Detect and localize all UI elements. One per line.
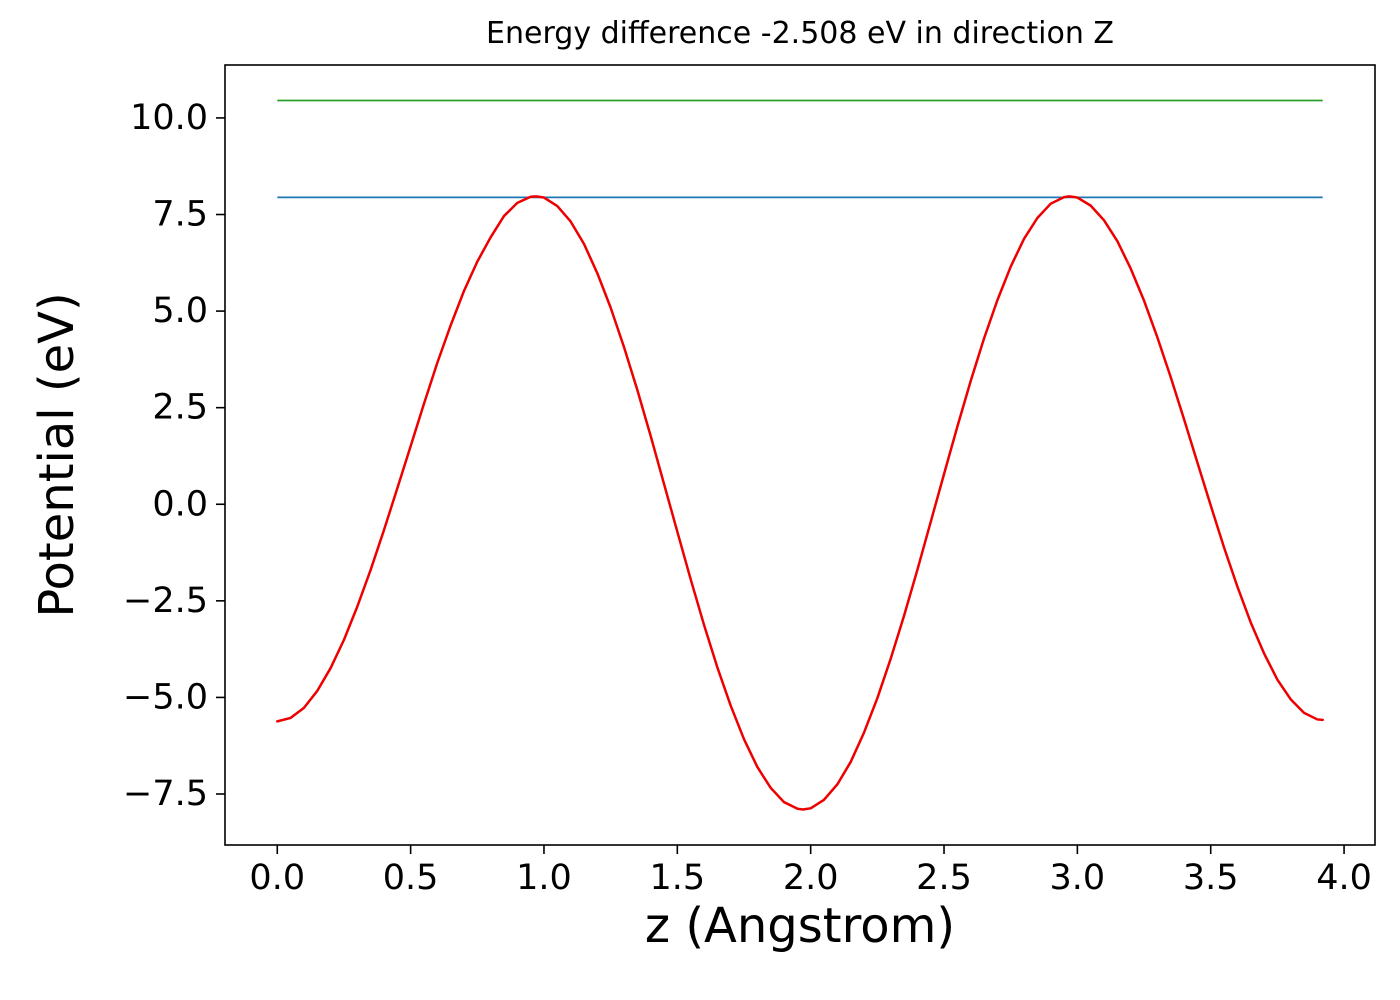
x-tick-label: 2.5 xyxy=(916,858,972,898)
x-tick-label: 0.5 xyxy=(383,858,439,898)
y-tick-label: 7.5 xyxy=(152,195,208,235)
axes-frame xyxy=(224,64,1376,846)
y-tick-label: −7.5 xyxy=(123,774,208,814)
x-tick-label: 0.0 xyxy=(249,858,305,898)
x-tick-label: 4.0 xyxy=(1316,858,1372,898)
x-tick-label: 3.5 xyxy=(1183,858,1239,898)
y-tick-label: 0.0 xyxy=(152,484,208,524)
x-tick-label: 1.0 xyxy=(516,858,572,898)
y-tick-label: 2.5 xyxy=(152,388,208,428)
y-tick-label: 5.0 xyxy=(152,291,208,331)
y-tick-label: −2.5 xyxy=(123,581,208,621)
planar-averaged-potential-curve xyxy=(276,195,1324,811)
y-axis-label: Potential (eV) xyxy=(29,292,85,618)
x-tick-label: 1.5 xyxy=(649,858,705,898)
y-tick-label: 10.0 xyxy=(130,98,208,138)
y-tick-label: −5.0 xyxy=(123,677,208,717)
x-tick-label: 3.0 xyxy=(1050,858,1106,898)
chart-title: Energy difference -2.508 eV in direction… xyxy=(486,16,1114,51)
x-axis-label: z (Angstrom) xyxy=(644,898,956,954)
x-tick-label: 2.0 xyxy=(783,858,839,898)
